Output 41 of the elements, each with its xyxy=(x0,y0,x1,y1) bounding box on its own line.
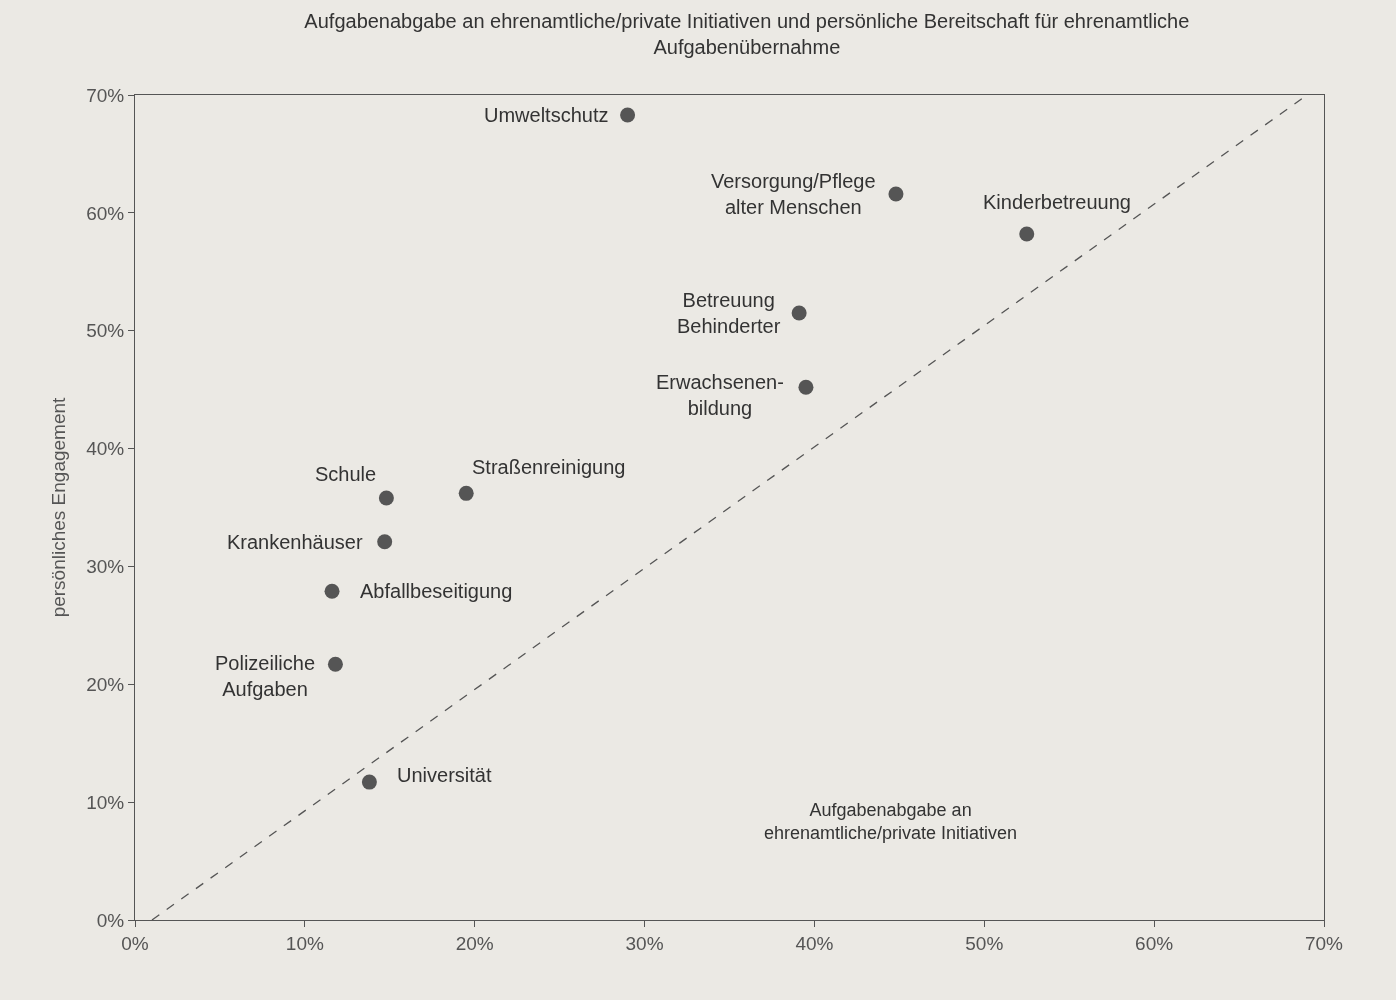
y-tick-label: 0% xyxy=(96,909,125,931)
point xyxy=(798,379,814,395)
annotation: Polizeiliche Aufgaben xyxy=(215,652,316,700)
annotation: Versorgung/Pflege alter Menschen xyxy=(711,170,876,218)
y-tick-label: 20% xyxy=(86,673,125,695)
point xyxy=(361,774,377,790)
annotation: Betreuung Behinderter xyxy=(677,289,781,337)
annotation: Erwachsenen- bildung xyxy=(656,371,784,419)
annotation: Abfallbeseitigung xyxy=(360,580,513,602)
y-tick-label: 10% xyxy=(86,791,125,813)
annotation: Kinderbetreuung xyxy=(983,191,1131,213)
x-tick-label: 50% xyxy=(965,932,1004,954)
point xyxy=(324,583,340,599)
x-tick-label: 60% xyxy=(1135,932,1174,954)
point xyxy=(327,656,343,672)
y-tick-label: 40% xyxy=(86,438,125,460)
point xyxy=(888,186,904,202)
y-tick-label: 60% xyxy=(86,202,125,224)
point xyxy=(378,490,394,506)
y-tick-label: 70% xyxy=(86,84,125,106)
x-tick-label: 0% xyxy=(121,932,149,954)
y-axis-title: persönliches Engagement xyxy=(48,396,70,618)
x-tick-label: 20% xyxy=(455,932,494,954)
chart-title: Aufgabenabgabe an ehrenamtliche/private Initiativen und persönliche Bereitschaft für ehrenamtliche Aufgabenübernahme xyxy=(304,10,1190,58)
annotation: Straßenreinigung xyxy=(472,456,626,478)
point xyxy=(377,534,393,550)
annotation: Krankenhäuser xyxy=(227,531,363,553)
annotation: Umweltschutz xyxy=(484,104,609,126)
point xyxy=(1019,226,1035,242)
annotation: Schule xyxy=(315,463,377,485)
x-tick-label: 70% xyxy=(1304,932,1344,954)
x-tick-label: 30% xyxy=(625,932,664,954)
y-tick-label: 30% xyxy=(86,556,125,578)
x-tick-label: 10% xyxy=(285,932,324,954)
point xyxy=(458,485,474,501)
point xyxy=(791,305,807,321)
y-tick-label: 50% xyxy=(86,320,125,342)
x-axis-title: Aufgabenabgabe an ehrenamtliche/private Initiativen xyxy=(764,800,1018,844)
x-tick-label: 40% xyxy=(795,932,834,954)
annotation: Universität xyxy=(397,764,492,786)
point xyxy=(620,107,636,123)
